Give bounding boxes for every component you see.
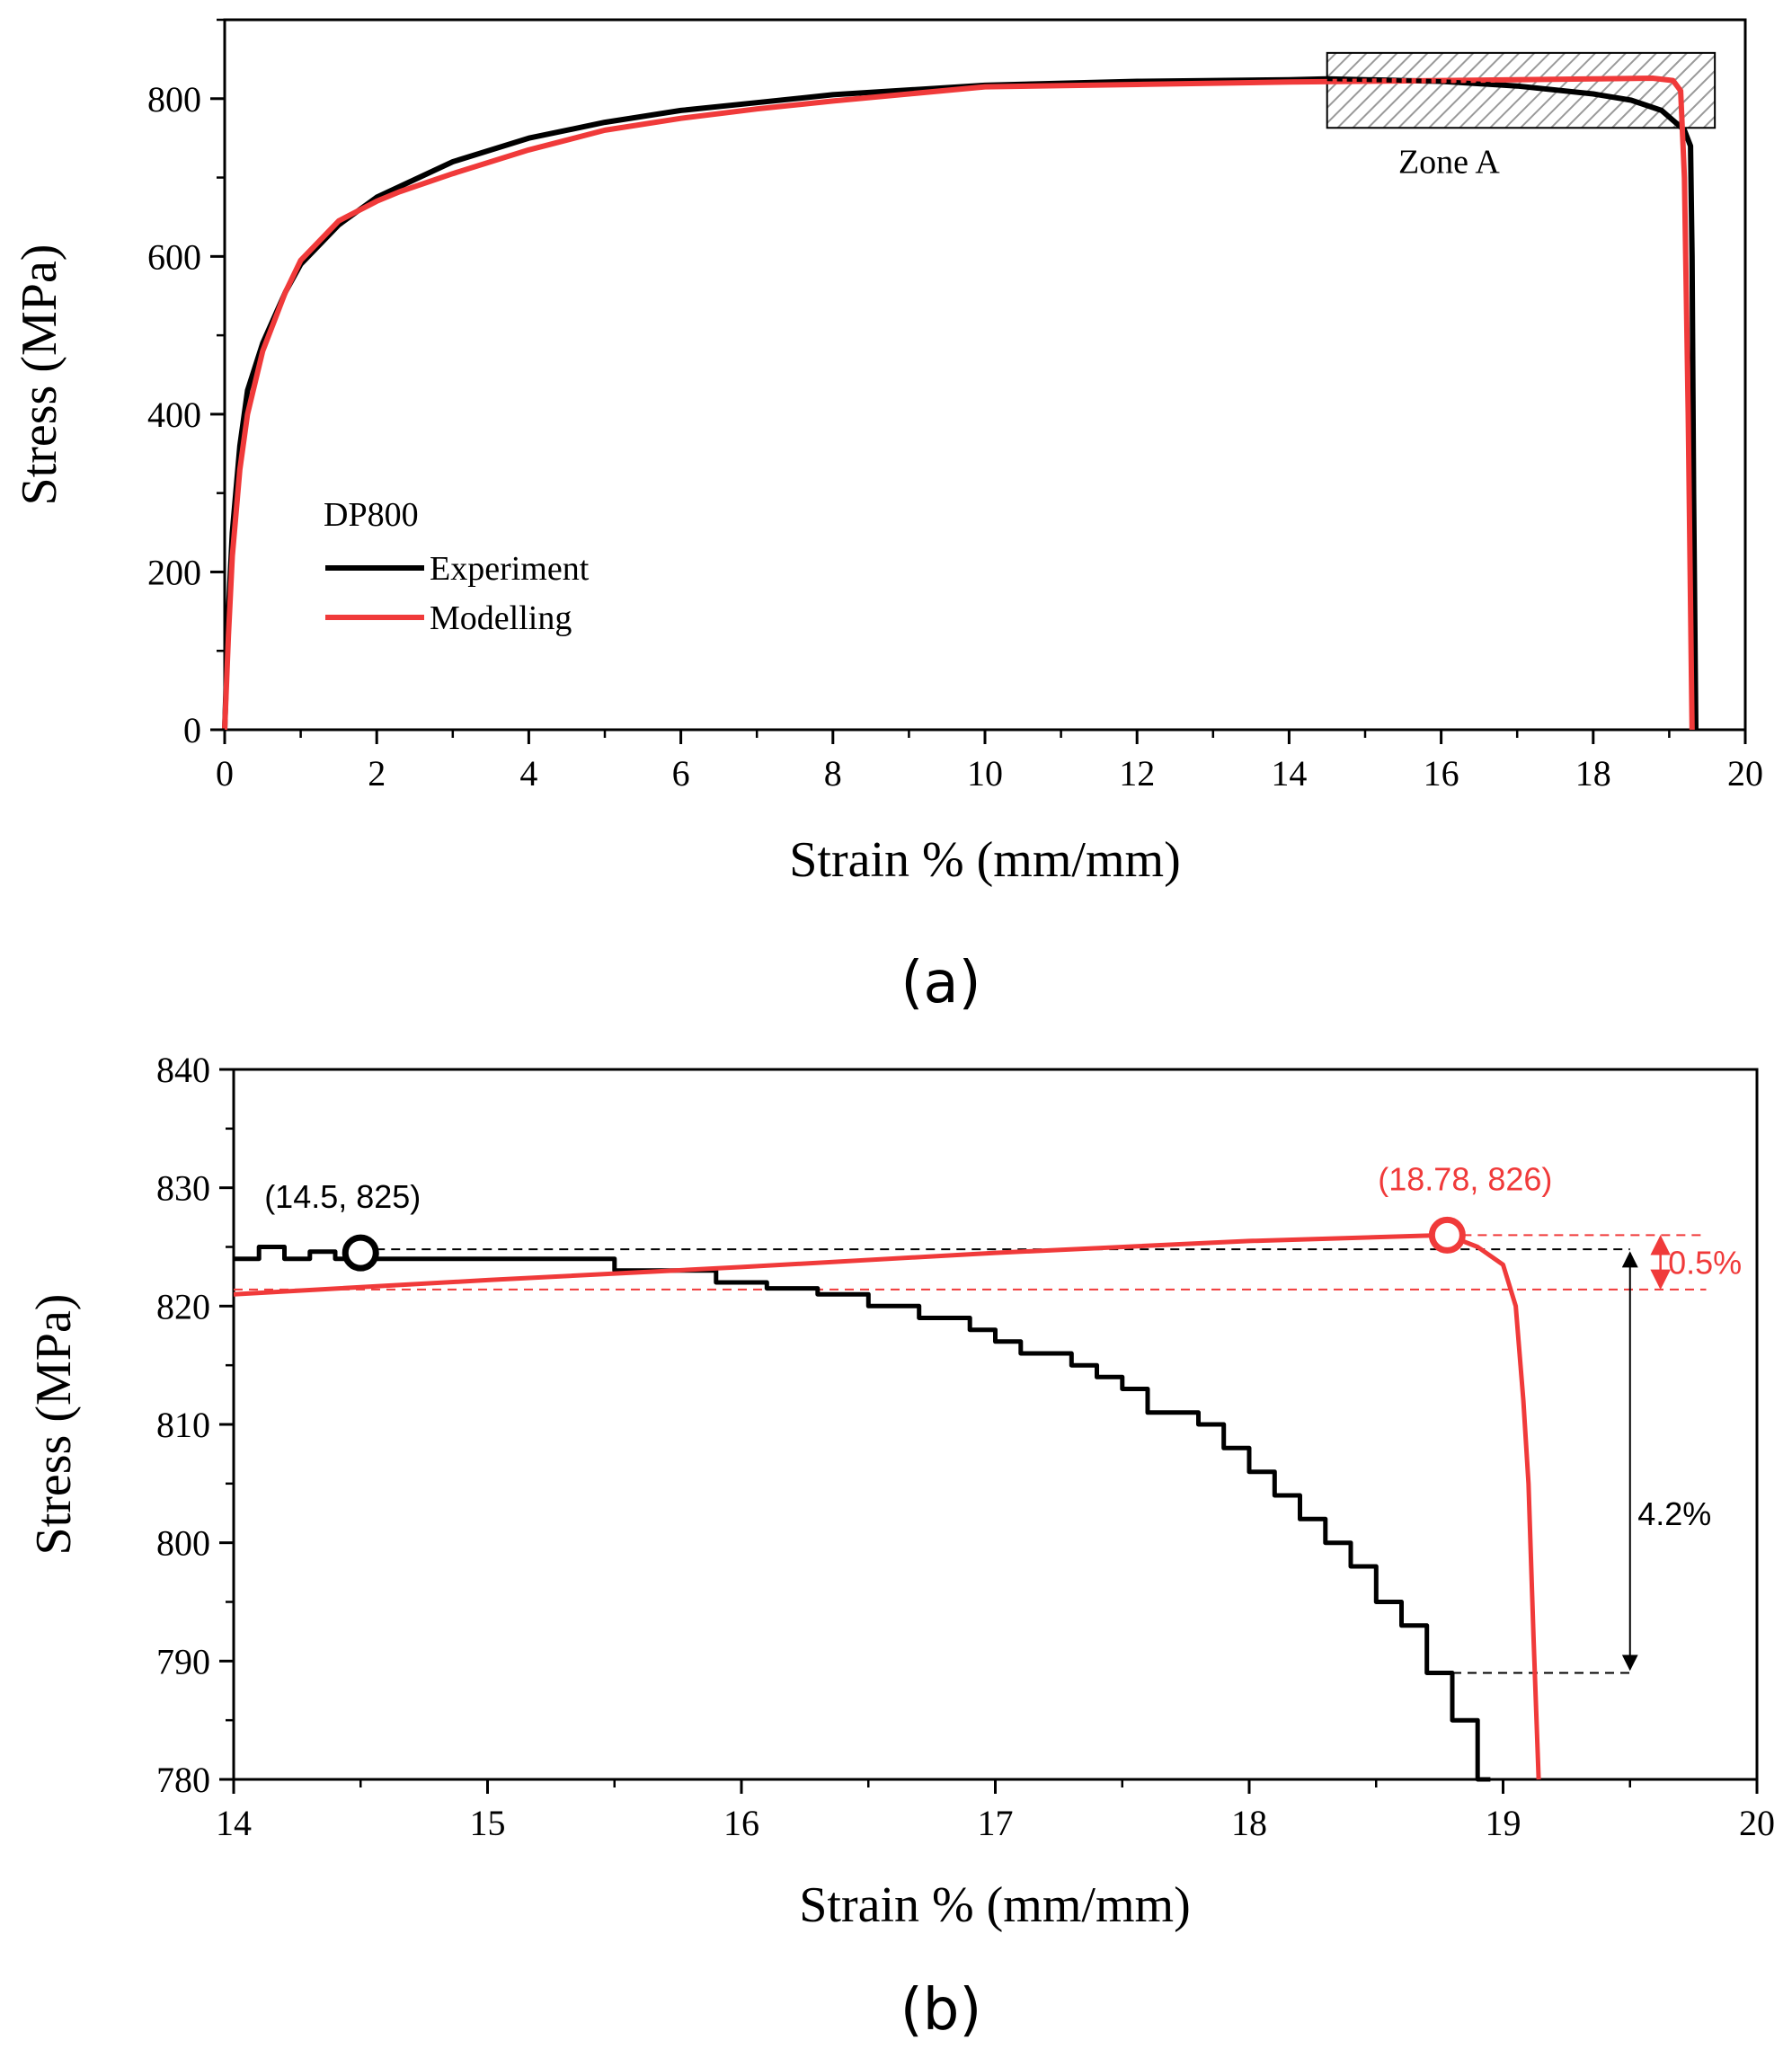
y-tick-label: 0 — [183, 710, 201, 750]
x-tick-label: 16 — [723, 1803, 759, 1843]
x-tick-label: 19 — [1486, 1803, 1521, 1843]
series-modelling-line — [233, 1232, 1541, 1780]
y-tick-label: 810 — [156, 1405, 210, 1445]
b-x-axis-title: Strain % (mm/mm) — [799, 1877, 1191, 1933]
x-tick-label: 0 — [216, 753, 234, 794]
b-series-group — [233, 1232, 1541, 1782]
x-tick-label: 2 — [368, 753, 386, 794]
caption-b: (b) — [900, 1977, 982, 2044]
y-tick-label: 200 — [147, 552, 201, 592]
a-series-group — [222, 75, 1699, 731]
y-tick-label: 790 — [156, 1641, 210, 1681]
b-arrows-group — [1621, 1235, 1671, 1672]
x-tick-label: 6 — [672, 753, 690, 794]
b-ticks-group: 14 15 16 17 18 19 20 780 790 800 810 820 830 840 — [156, 1050, 1775, 1843]
caption-a: (a) — [900, 950, 980, 1016]
b-points-group — [342, 1216, 1466, 1272]
series-experiment-line — [234, 1245, 1491, 1782]
zone-a-overlay-line — [1441, 75, 1683, 93]
zone-a-label: Zone A — [1398, 143, 1500, 181]
x-tick-label: 8 — [824, 753, 842, 794]
b-reference-lines — [234, 1234, 1707, 1674]
panel-b: 14 15 16 17 18 19 20 780 790 800 810 820 830 840 (14.… — [26, 1050, 1775, 2044]
point-label-black: (14.5, 825) — [264, 1178, 421, 1215]
x-tick-label: 14 — [216, 1803, 252, 1843]
x-tick-label: 15 — [470, 1803, 506, 1843]
y-tick-label: 840 — [156, 1050, 210, 1090]
legend-label-modelling: Modelling — [430, 599, 572, 637]
legend-title: DP800 — [324, 496, 419, 534]
annotation-4-2-percent: 4.2% — [1637, 1495, 1711, 1532]
x-tick-label: 20 — [1727, 753, 1763, 794]
x-tick-label: 20 — [1739, 1803, 1775, 1843]
y-tick-label: 400 — [147, 395, 201, 435]
annotation-0-5-percent: 0.5% — [1668, 1245, 1742, 1282]
y-tick-label: 830 — [156, 1168, 210, 1209]
highlight-point — [342, 1234, 379, 1272]
y-tick-label: 800 — [156, 1523, 210, 1564]
legend-label-experiment: Experiment — [430, 550, 590, 588]
highlight-point — [1428, 1216, 1466, 1254]
x-tick-label: 4 — [519, 753, 537, 794]
x-tick-label: 18 — [1575, 753, 1611, 794]
b-y-axis-title: Stress (MPa) — [26, 1294, 82, 1556]
x-tick-label: 14 — [1271, 753, 1307, 794]
zone-a-overlay-line — [1326, 76, 1663, 113]
x-tick-label: 12 — [1119, 753, 1155, 794]
zone-a-region — [1326, 51, 1717, 129]
y-tick-label: 780 — [156, 1760, 210, 1800]
x-tick-label: 10 — [967, 753, 1003, 794]
a-y-axis-title: Stress (MPa) — [12, 244, 67, 506]
point-label-red: (18.78, 826) — [1378, 1160, 1552, 1197]
x-tick-label: 17 — [978, 1803, 1014, 1843]
a-x-axis-title: Strain % (mm/mm) — [789, 832, 1181, 888]
x-tick-label: 16 — [1424, 753, 1459, 794]
y-tick-label: 820 — [156, 1286, 210, 1326]
y-tick-label: 800 — [147, 79, 201, 120]
x-tick-label: 18 — [1231, 1803, 1267, 1843]
y-tick-label: 600 — [147, 236, 201, 277]
